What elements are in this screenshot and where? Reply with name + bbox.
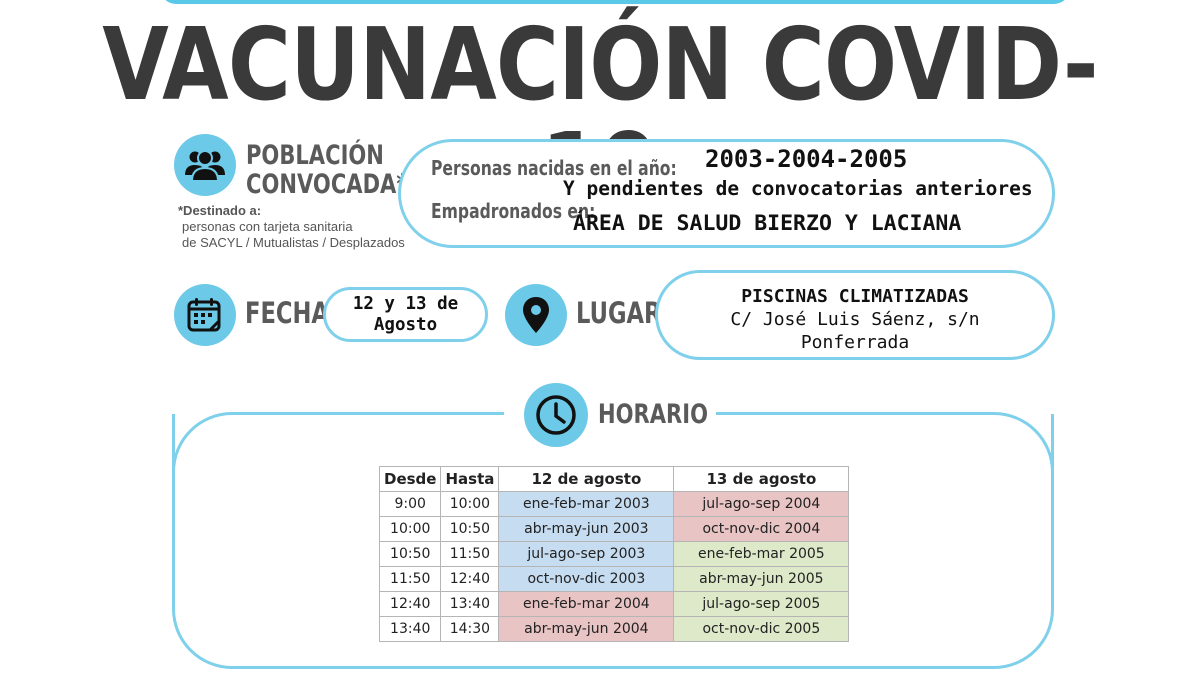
cell-day-13: oct-nov-dic 2004 xyxy=(673,516,850,542)
table-row: 10:50 11:50 jul-ago-sep 2003 ene-feb-mar… xyxy=(378,541,850,567)
horario-frame xyxy=(172,414,1054,669)
cell-day-12: ene-feb-mar 2004 xyxy=(498,591,675,617)
cell-day-12: abr-may-jun 2003 xyxy=(498,516,675,542)
destinado-note: *Destinado a: personas con tarjeta sanit… xyxy=(178,203,405,251)
cell-day-12: abr-may-jun 2004 xyxy=(498,616,675,642)
pendientes-text: Y pendientes de convocatorias anteriores xyxy=(563,177,1033,200)
fecha-label: FECHA xyxy=(245,296,329,330)
poblacion-label-line2: CONVOCADA* xyxy=(246,169,408,201)
table-row: 9:00 10:00 ene-feb-mar 2003 jul-ago-sep … xyxy=(378,491,850,517)
header-hasta: Hasta xyxy=(440,466,500,492)
schedule-header-row: Desde Hasta 12 de agosto 13 de agosto xyxy=(378,466,850,492)
horario-header-bg xyxy=(480,395,720,435)
cell-hasta: 11:50 xyxy=(440,541,500,567)
table-row: 13:40 14:30 abr-may-jun 2004 oct-nov-dic… xyxy=(378,616,850,642)
header-day-13: 13 de agosto xyxy=(673,466,850,492)
cell-desde: 10:00 xyxy=(378,516,442,542)
destinado-title: *Destinado a: xyxy=(178,203,262,218)
cell-desde: 13:40 xyxy=(378,616,442,642)
cell-desde: 11:50 xyxy=(378,566,442,592)
schedule-table: Desde Hasta 12 de agosto 13 de agosto 9:… xyxy=(378,466,850,642)
people-icon xyxy=(174,134,236,196)
top-banner-image xyxy=(160,0,1070,4)
cell-hasta: 12:40 xyxy=(440,566,500,592)
location-pin-icon xyxy=(505,284,567,346)
birth-years: 2003-2004-2005 xyxy=(705,145,908,173)
destinado-line2: de SACYL / Mutualistas / Desplazados xyxy=(182,235,405,250)
poblacion-label: POBLACIÓN CONVOCADA* xyxy=(246,141,407,199)
lugar-address: PISCINAS CLIMATIZADAS C/ José Luis Sáenz… xyxy=(655,285,1055,354)
header-desde: Desde xyxy=(378,466,442,492)
cell-day-13: jul-ago-sep 2005 xyxy=(673,591,850,617)
clock-icon xyxy=(524,383,588,447)
header-day-12: 12 de agosto xyxy=(498,466,675,492)
cell-day-12: jul-ago-sep 2003 xyxy=(498,541,675,567)
horario-label: HORARIO xyxy=(598,399,709,430)
nacidos-label: Personas nacidas en el año: xyxy=(431,156,677,180)
cell-desde: 9:00 xyxy=(378,491,442,517)
poblacion-label-line1: POBLACIÓN xyxy=(246,140,384,171)
cell-day-12: oct-nov-dic 2003 xyxy=(498,566,675,592)
horario-divider-left xyxy=(380,412,504,415)
calendar-icon xyxy=(174,284,236,346)
cell-desde: 10:50 xyxy=(378,541,442,567)
table-row: 11:50 12:40 oct-nov-dic 2003 abr-may-jun… xyxy=(378,566,850,592)
cell-hasta: 10:50 xyxy=(440,516,500,542)
cell-hasta: 10:00 xyxy=(440,491,500,517)
table-row: 10:00 10:50 abr-may-jun 2003 oct-nov-dic… xyxy=(378,516,850,542)
health-area: ÁREA DE SALUD BIERZO Y LACIANA xyxy=(573,211,962,236)
cell-day-13: oct-nov-dic 2005 xyxy=(673,616,850,642)
lugar-pill xyxy=(655,270,1055,360)
lugar-city: Ponferrada xyxy=(800,332,910,353)
cell-day-13: abr-may-jun 2005 xyxy=(673,566,850,592)
destinado-line1: personas con tarjeta sanitaria xyxy=(182,219,353,234)
cell-day-13: ene-feb-mar 2005 xyxy=(673,541,850,567)
lugar-label: LUGAR xyxy=(576,296,662,330)
poblacion-pill xyxy=(398,139,1055,248)
empadronados-label: Empadronados en: xyxy=(431,199,596,223)
fecha-pill xyxy=(323,287,488,342)
cell-desde: 12:40 xyxy=(378,591,442,617)
lugar-street: C/ José Luis Sáenz, s/n xyxy=(730,309,980,330)
fecha-value-line1: 12 y 13 de xyxy=(352,294,459,314)
fecha-value-line2: Agosto xyxy=(373,315,438,335)
cell-hasta: 14:30 xyxy=(440,616,500,642)
horario-divider-right xyxy=(716,412,876,415)
table-row: 12:40 13:40 ene-feb-mar 2004 jul-ago-sep… xyxy=(378,591,850,617)
cell-day-13: jul-ago-sep 2004 xyxy=(673,491,850,517)
lugar-venue: PISCINAS CLIMATIZADAS xyxy=(741,286,969,307)
cell-day-12: ene-feb-mar 2003 xyxy=(498,491,675,517)
cell-hasta: 13:40 xyxy=(440,591,500,617)
fecha-value: 12 y 13 de Agosto xyxy=(323,294,488,336)
